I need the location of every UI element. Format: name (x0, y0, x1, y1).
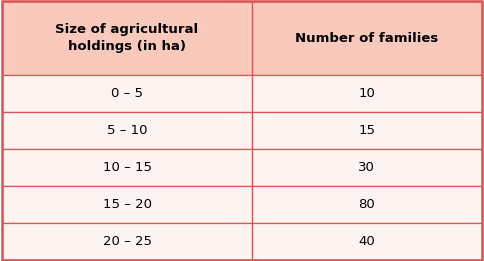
Bar (2, 186, 252, 223)
Text: 20 – 25: 20 – 25 (103, 235, 151, 248)
Bar (2, 223, 252, 260)
Text: Number of families: Number of families (295, 32, 438, 45)
Text: 30: 30 (358, 161, 375, 174)
Text: Size of agricultural
holdings (in ha): Size of agricultural holdings (in ha) (56, 23, 198, 53)
Text: 10 – 15: 10 – 15 (103, 161, 151, 174)
Bar (2, 75, 252, 112)
Bar (2, 112, 252, 149)
Text: 5 – 10: 5 – 10 (107, 124, 147, 137)
Bar (252, 75, 482, 112)
Text: 0 – 5: 0 – 5 (111, 87, 143, 100)
Text: 40: 40 (358, 235, 375, 248)
Text: 15: 15 (358, 124, 375, 137)
Bar (2, 1, 252, 75)
Text: 15 – 20: 15 – 20 (103, 198, 151, 211)
Bar (252, 223, 482, 260)
Text: 80: 80 (358, 198, 375, 211)
Bar (252, 1, 482, 75)
Bar (252, 149, 482, 186)
Bar (252, 186, 482, 223)
Bar (2, 149, 252, 186)
Bar (252, 112, 482, 149)
Text: 10: 10 (358, 87, 375, 100)
